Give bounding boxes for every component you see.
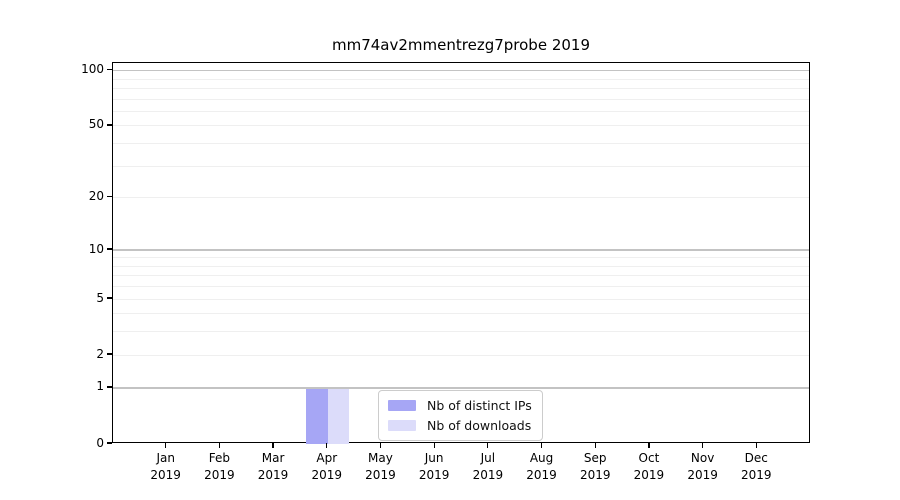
gridline-minor-90 [113,78,809,80]
gridline-minor-2 [113,354,809,356]
x-tick-mark-dec [755,443,757,448]
y-tick-mark-5 [106,297,112,299]
gridline-minor-6 [113,286,809,288]
legend-label-downloads: Nb of downloads [427,418,532,433]
gridline-minor-3 [113,331,809,333]
y-tick-label-1: 1 [96,379,104,394]
x-tick-month: Feb [208,451,230,465]
y-tick-label-100: 100 [81,62,104,77]
gridline-minor-70 [113,98,809,100]
x-tick-mark-may [379,443,382,448]
y-tick-mark-10 [106,248,112,250]
gridline-minor-50 [113,125,809,127]
gridline-minor-30 [113,165,809,167]
gridline-major-10 [113,249,809,251]
x-tick-mark-jun [433,443,435,448]
x-tick-month: Nov [690,451,715,465]
gridline-minor-60 [113,110,809,112]
gridline-minor-4 [113,313,809,315]
legend-item-distinct-ips: Nb of distinct IPs [388,398,532,413]
gridline-minor-8 [113,265,809,267]
x-tick-year: 2019 [526,468,557,482]
x-tick-year: 2019 [204,468,235,482]
legend-swatch-distinct-ips [388,400,416,411]
x-tick-month: Jan [156,451,175,465]
y-tick-label-50: 50 [88,117,104,132]
x-tick-label-jun: Jun 2019 [394,450,474,484]
y-tick-mark-20 [106,196,112,198]
x-tick-year: 2019 [741,468,772,482]
y-tick-mark-1 [106,386,112,388]
x-tick-label-oct: Oct 2019 [609,450,689,484]
gridline-minor-80 [113,87,809,89]
x-tick-month: Apr [316,451,338,465]
x-tick-mark-nov [701,443,704,448]
x-tick-month: Oct [638,451,660,465]
gridline-minor-40 [113,143,809,145]
gridline-minor-9 [113,257,809,259]
gridline-minor-20 [113,197,809,199]
x-tick-mark-apr [326,443,328,448]
x-tick-month: May [368,451,393,465]
y-tick-label-20: 20 [88,189,104,204]
x-tick-mark-sep [594,443,596,448]
x-tick-label-jul: Jul 2019 [448,450,528,484]
legend: Nb of distinct IPs Nb of downloads [378,390,543,441]
y-tick-mark-2 [106,353,112,355]
x-tick-label-may: May 2019 [340,450,420,484]
x-tick-year: 2019 [579,468,611,482]
x-tick-year: 2019 [418,468,450,482]
x-tick-label-jan: Jan 2019 [126,450,206,484]
y-tick-label-2: 2 [96,346,104,361]
x-tick-label-sep: Sep 2019 [555,450,635,484]
bar-distinct-ips-apr [306,387,328,444]
chart-title: mm74av2mmentrezg7probe 2019 [332,36,590,54]
x-tick-label-feb: Feb 2019 [179,450,259,484]
x-tick-year: 2019 [472,468,504,482]
plot-area [112,62,810,444]
x-tick-month: Aug [529,451,554,465]
x-tick-year: 2019 [365,468,396,482]
x-tick-month: Jun [424,451,444,465]
x-tick-label-dec: Dec 2019 [716,450,796,484]
y-tick-label-0: 0 [96,435,104,450]
x-tick-mark-jan [165,443,167,448]
legend-label-distinct-ips: Nb of distinct IPs [427,398,532,413]
x-tick-mark-aug [540,443,543,448]
y-tick-mark-50 [106,124,112,126]
x-tick-month: Dec [744,451,768,465]
x-tick-label-nov: Nov 2019 [663,450,743,484]
y-tick-label-10: 10 [88,241,104,256]
x-tick-month: Jul [480,451,496,465]
gridline-minor-7 [113,275,809,277]
x-tick-month: Sep [583,451,607,465]
y-tick-label-5: 5 [96,290,104,305]
x-tick-year: 2019 [257,468,289,482]
x-tick-mark-mar [272,443,274,448]
x-tick-year: 2019 [633,468,665,482]
y-tick-mark-100 [106,68,112,71]
x-tick-label-aug: Aug 2019 [502,450,582,484]
legend-item-downloads: Nb of downloads [388,418,532,433]
x-tick-mark-oct [648,443,650,448]
x-tick-year: 2019 [150,468,181,482]
y-tick-mark-0 [106,442,112,444]
x-tick-label-apr: Apr 2019 [287,450,367,484]
gridline-minor-5 [113,298,809,300]
x-tick-mark-jul [487,443,489,448]
x-tick-label-mar: Mar 2019 [233,450,313,484]
legend-swatch-downloads [388,420,416,431]
x-tick-year: 2019 [687,468,718,482]
gridline-major-100 [113,70,809,72]
bar-downloads-apr [327,387,350,444]
x-tick-month: Mar [261,451,285,465]
x-tick-year: 2019 [311,468,343,482]
gridline-major-1 [113,387,809,389]
x-tick-mark-feb [218,443,221,448]
